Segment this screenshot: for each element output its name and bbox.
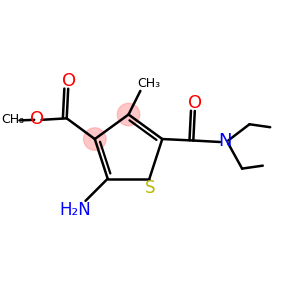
Circle shape [84, 128, 106, 150]
Text: CH₃: CH₃ [1, 113, 24, 126]
Text: N: N [218, 131, 232, 149]
Circle shape [117, 103, 140, 126]
Text: O: O [62, 71, 76, 89]
Text: S: S [145, 179, 155, 197]
Text: O: O [30, 110, 44, 128]
Text: O: O [188, 94, 203, 112]
Text: CH₃: CH₃ [137, 77, 160, 90]
Text: H₂N: H₂N [59, 201, 91, 219]
